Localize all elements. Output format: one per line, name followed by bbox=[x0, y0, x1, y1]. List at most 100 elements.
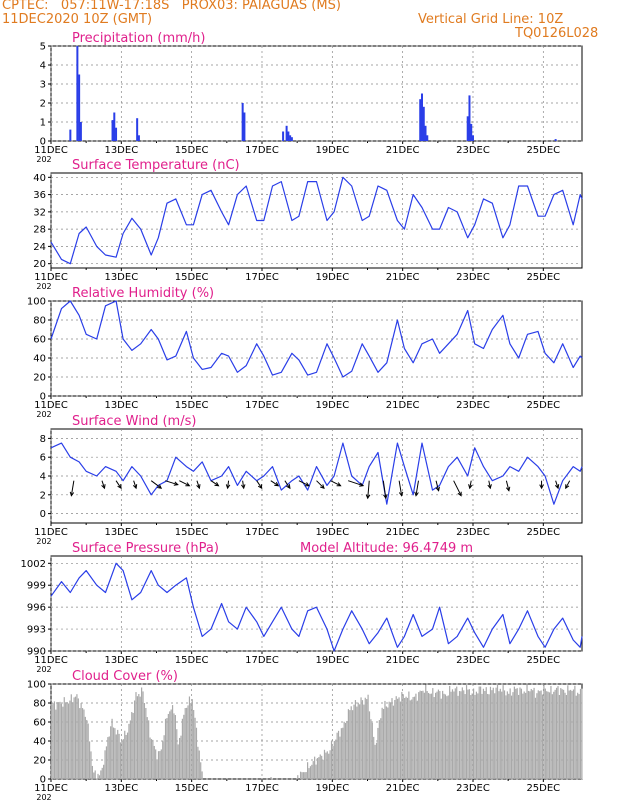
cloud-bar bbox=[525, 692, 527, 779]
cloud-bar bbox=[412, 697, 414, 779]
wind-arrow-head bbox=[359, 482, 365, 487]
pressure-xtick-label: 25DEC bbox=[526, 655, 560, 666]
cloud-bar bbox=[155, 749, 157, 779]
wind-arrow-head bbox=[554, 484, 560, 490]
cloud-bar bbox=[461, 687, 463, 779]
humidity-xtick-label: 21DEC bbox=[386, 400, 420, 411]
wind-arrow-head bbox=[457, 491, 462, 497]
cloud-bar bbox=[125, 734, 127, 779]
cloud-bar bbox=[530, 688, 532, 779]
precip-xtick-label: 19DEC bbox=[315, 145, 349, 156]
cloud-bar bbox=[435, 692, 437, 779]
cloud-xtick-label: 21DEC bbox=[386, 783, 420, 794]
precip-bar bbox=[424, 125, 427, 141]
precip-xtick-label: 21DEC bbox=[386, 145, 420, 156]
cloud-bar bbox=[70, 694, 72, 779]
wind-arrow-head bbox=[157, 484, 163, 489]
cloud-bar bbox=[472, 688, 475, 779]
wind-xtick-label: 11DEC bbox=[34, 527, 68, 538]
wind-arrow-head bbox=[487, 484, 492, 490]
wind-arrow-head bbox=[173, 481, 179, 486]
temperature-xtick-label: 15DEC bbox=[175, 272, 209, 283]
cloud-bar bbox=[360, 697, 362, 779]
cloud-bar bbox=[350, 706, 352, 779]
cloud-bar bbox=[90, 751, 92, 779]
cloud-bar bbox=[453, 691, 455, 779]
cloud-bar bbox=[101, 767, 103, 779]
wind-arrow bbox=[242, 480, 245, 489]
cloud-bar bbox=[62, 706, 64, 779]
cloud-bar bbox=[316, 758, 319, 779]
cloud-bar bbox=[142, 691, 144, 779]
temperature-xtick-label: 17DEC bbox=[245, 272, 279, 283]
cloud-bar bbox=[495, 687, 497, 779]
wind-title: Surface Wind (m/s) bbox=[72, 414, 196, 429]
wind-arrow-head bbox=[468, 484, 473, 490]
precip-bar bbox=[285, 125, 288, 141]
wind-arrow-head bbox=[505, 486, 511, 492]
cloud-bar bbox=[148, 720, 150, 779]
cloud-bar bbox=[339, 736, 341, 779]
precip-bar bbox=[241, 103, 244, 141]
cloud-bar bbox=[69, 700, 71, 779]
cloud-bar bbox=[546, 691, 548, 779]
precip-ytick-label: 0 bbox=[40, 137, 46, 148]
cloud-bar bbox=[169, 711, 171, 779]
cloud-bar bbox=[152, 739, 154, 779]
cloud-bar bbox=[522, 693, 524, 779]
cloud-bar bbox=[315, 764, 317, 779]
cloud-bar bbox=[80, 702, 82, 779]
cloud-bar bbox=[516, 688, 518, 779]
cloud-bar bbox=[423, 692, 425, 779]
cloud-bar bbox=[270, 777, 272, 779]
cloud-bar bbox=[318, 757, 320, 779]
cloud-bar bbox=[502, 685, 504, 779]
cloud-xtick-label: 11DEC bbox=[34, 783, 68, 794]
meteogram-panels: 11DEC 13DEC 15DEC 17DEC 19DEC 21DEC 23DEC 25DEC… bbox=[21, 31, 583, 800]
cloud-bar bbox=[197, 746, 199, 779]
pressure-ytick-label: 993 bbox=[27, 625, 46, 636]
precip-bar bbox=[243, 112, 246, 141]
humidity-ytick-label: 80 bbox=[33, 316, 46, 327]
cloud-bar bbox=[103, 764, 105, 779]
cloud-bar bbox=[117, 729, 119, 779]
cloud-xtick-label: 15DEC bbox=[175, 783, 209, 794]
cloud-bar bbox=[510, 695, 513, 779]
cloud-bar bbox=[146, 717, 148, 779]
cloud-ytick-label: 100 bbox=[27, 680, 46, 691]
cloud-bar bbox=[330, 740, 333, 779]
humidity-xtick-label: 15DEC bbox=[175, 400, 209, 411]
cloud-bar bbox=[359, 704, 361, 779]
cloud-bar bbox=[309, 766, 312, 779]
precip-bar bbox=[282, 131, 285, 141]
cloud-bar bbox=[581, 688, 583, 779]
cloud-bar bbox=[384, 700, 386, 779]
cloud-bar bbox=[170, 709, 172, 779]
pressure-panel: 11DEC 13DEC 15DEC 17DEC 19DEC 21DEC 23DEC 25DEC… bbox=[21, 541, 583, 674]
wind-arrow bbox=[505, 480, 510, 491]
wind-arrow-head bbox=[257, 484, 263, 490]
humidity-ytick-label: 60 bbox=[33, 335, 46, 346]
wind-arrow-head bbox=[274, 481, 280, 487]
cloud-bar bbox=[335, 739, 337, 779]
cloud-bar bbox=[363, 704, 365, 779]
pressure-xtick-label: 15DEC bbox=[175, 655, 209, 666]
cloud-bar bbox=[499, 688, 501, 779]
cloud-bar bbox=[366, 699, 368, 779]
cloud-bar bbox=[557, 686, 559, 779]
wind-arrow bbox=[270, 480, 279, 487]
wind-xtick-label: 21DEC bbox=[386, 527, 420, 538]
cloud-bar bbox=[333, 740, 335, 779]
cloud-bar bbox=[416, 700, 418, 779]
cloud-bar bbox=[301, 772, 303, 779]
cloud-bar bbox=[115, 734, 117, 779]
precip-frame bbox=[50, 45, 583, 142]
cloud-bar bbox=[440, 698, 442, 779]
cloud-bar bbox=[446, 696, 448, 779]
cloud-bar bbox=[418, 692, 420, 779]
cloud-bar bbox=[194, 717, 196, 779]
header-line2-right: Vertical Grid Line: 10Z bbox=[418, 12, 564, 27]
wind-xtick-label: 17DEC bbox=[245, 527, 279, 538]
cloud-bar bbox=[347, 709, 349, 779]
cloud-bar bbox=[51, 704, 53, 779]
